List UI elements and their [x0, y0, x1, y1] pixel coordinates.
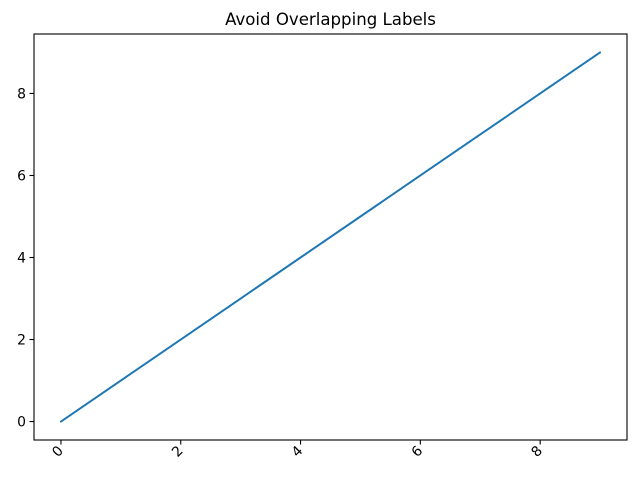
data-line: [59, 51, 602, 423]
y-tick-label: 8: [17, 86, 26, 102]
x-tick-label: 4: [289, 443, 307, 461]
x-tick-label: 2: [169, 443, 187, 461]
x-tick-label: 8: [528, 443, 546, 461]
axes-frame: [33, 33, 628, 441]
y-tick-label: 4: [17, 251, 26, 267]
y-tick-label: 6: [17, 168, 26, 184]
x-tick-label: 6: [409, 443, 427, 461]
x-tick-label: 0: [49, 443, 67, 461]
y-tick-label: 0: [17, 415, 26, 431]
y-tick-label: 2: [17, 333, 26, 349]
chart-title: Avoid Overlapping Labels: [225, 10, 436, 29]
